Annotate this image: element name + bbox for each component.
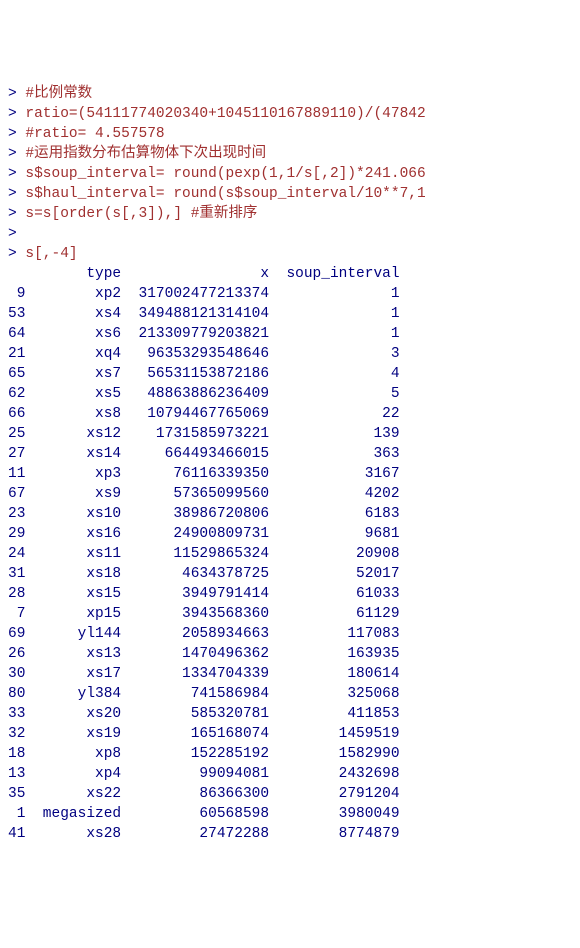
code-line: s=s[order(s[,3]),] #重新排序 xyxy=(25,206,257,222)
table-row: 67 xs9 57365099560 4202 xyxy=(8,486,400,502)
table-row: 13 xp4 99094081 2432698 xyxy=(8,766,400,782)
table-row: 11 xp3 76116339350 3167 xyxy=(8,466,400,482)
table-row: 64 xs6 213309779203821 1 xyxy=(8,326,400,342)
table-row: 21 xq4 96353293548646 3 xyxy=(8,346,400,362)
table-row: 33 xs20 585320781 411853 xyxy=(8,706,400,722)
code-line: #ratio= 4.557578 xyxy=(25,126,164,142)
prompt: > xyxy=(8,246,25,262)
table-row: 26 xs13 1470496362 163935 xyxy=(8,646,400,662)
code-line: s[,-4] xyxy=(25,246,77,262)
table-row: 41 xs28 27472288 8774879 xyxy=(8,826,400,842)
table-row: 69 yl144 2058934663 117083 xyxy=(8,626,400,642)
table-row: 28 xs15 3949791414 61033 xyxy=(8,586,400,602)
table-row: 1 megasized 60568598 3980049 xyxy=(8,806,400,822)
table-row: 29 xs16 24900809731 9681 xyxy=(8,526,400,542)
r-console-output: > #比例常数 > ratio=(54111774020340+10451101… xyxy=(8,84,580,844)
table-row: 31 xs18 4634378725 52017 xyxy=(8,566,400,582)
table-row: 27 xs14 664493466015 363 xyxy=(8,446,400,462)
code-line: #比例常数 xyxy=(25,86,92,102)
code-line: s$soup_interval= round(pexp(1,1/s[,2])*2… xyxy=(25,166,425,182)
prompt: > xyxy=(8,166,25,182)
prompt: > xyxy=(8,226,25,242)
prompt: > xyxy=(8,206,25,222)
table-row: 62 xs5 48863886236409 5 xyxy=(8,386,400,402)
prompt: > xyxy=(8,186,25,202)
code-line: s$haul_interval= round(s$soup_interval/1… xyxy=(25,186,425,202)
code-line: #运用指数分布估算物体下次出现时间 xyxy=(25,146,266,162)
table-row: 35 xs22 86366300 2791204 xyxy=(8,786,400,802)
table-row: 24 xs11 11529865324 20908 xyxy=(8,546,400,562)
table-row: 65 xs7 56531153872186 4 xyxy=(8,366,400,382)
code-line: ratio=(54111774020340+1045110167889110)/… xyxy=(25,106,425,122)
table-header: type x soup_interval xyxy=(8,266,400,282)
table-row: 23 xs10 38986720806 6183 xyxy=(8,506,400,522)
table-row: 66 xs8 10794467765069 22 xyxy=(8,406,400,422)
table-row: 18 xp8 152285192 1582990 xyxy=(8,746,400,762)
table-row: 53 xs4 349488121314104 1 xyxy=(8,306,400,322)
table-row: 7 xp15 3943568360 61129 xyxy=(8,606,400,622)
prompt: > xyxy=(8,86,25,102)
prompt: > xyxy=(8,126,25,142)
prompt: > xyxy=(8,106,25,122)
table-row: 80 yl384 741586984 325068 xyxy=(8,686,400,702)
table-row: 32 xs19 165168074 1459519 xyxy=(8,726,400,742)
table-row: 9 xp2 317002477213374 1 xyxy=(8,286,400,302)
prompt: > xyxy=(8,146,25,162)
table-row: 30 xs17 1334704339 180614 xyxy=(8,666,400,682)
table-row: 25 xs12 1731585973221 139 xyxy=(8,426,400,442)
